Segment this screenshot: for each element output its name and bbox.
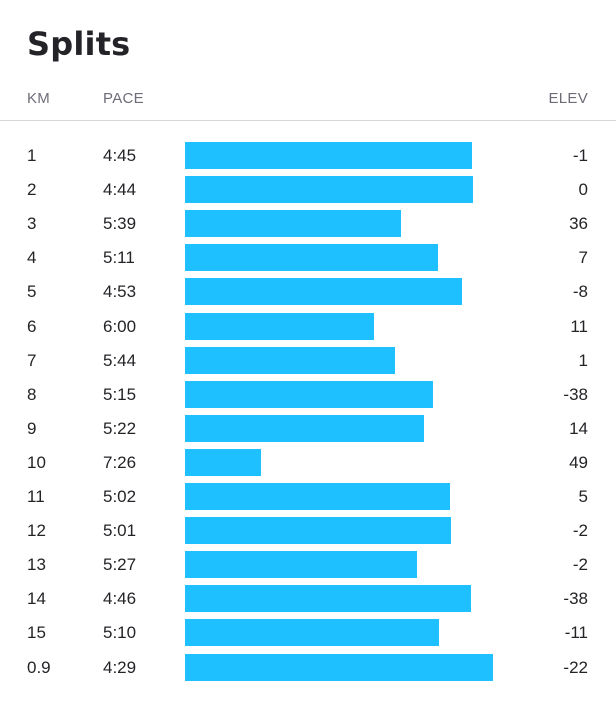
- split-elevation: 1: [578, 351, 588, 370]
- split-row[interactable]: 9 5:22 14: [0, 412, 616, 446]
- split-elevation: 11: [570, 317, 588, 336]
- split-pace: 5:10: [103, 623, 137, 642]
- split-elevation: 14: [569, 419, 588, 438]
- split-elevation: -22: [563, 658, 588, 677]
- split-pace: 7:26: [103, 453, 137, 472]
- split-row[interactable]: 8 5:15 -38: [0, 378, 616, 412]
- split-pace: 5:44: [103, 351, 137, 370]
- column-header-pace: PACE: [103, 90, 144, 107]
- page-title: Splits: [27, 25, 131, 63]
- split-pace: 4:45: [103, 146, 137, 165]
- split-km: 8: [27, 385, 37, 404]
- split-pace: 4:29: [103, 658, 137, 677]
- split-elevation: 0: [578, 180, 588, 199]
- column-header-elev: ELEV: [548, 90, 588, 107]
- split-pace-bar: [185, 585, 471, 612]
- split-km: 3: [27, 214, 37, 233]
- split-pace-bar: [185, 313, 374, 340]
- split-km: 9: [27, 419, 37, 438]
- split-row[interactable]: 5 4:53 -8: [0, 275, 616, 309]
- split-km: 14: [27, 589, 46, 608]
- split-row[interactable]: 1 4:45 -1: [0, 139, 616, 173]
- split-km: 11: [27, 487, 45, 506]
- split-row[interactable]: 3 5:39 36: [0, 207, 616, 241]
- split-pace-bar: [185, 517, 451, 544]
- split-pace: 5:22: [103, 419, 137, 438]
- split-km: 12: [27, 521, 46, 540]
- split-pace: 5:15: [103, 385, 137, 404]
- split-row[interactable]: 7 5:44 1: [0, 344, 616, 378]
- split-pace: 4:46: [103, 589, 137, 608]
- split-elevation: 7: [578, 248, 588, 267]
- split-pace: 6:00: [103, 317, 137, 336]
- split-row[interactable]: 4 5:11 7: [0, 241, 616, 275]
- split-elevation: -38: [563, 589, 588, 608]
- split-pace: 4:44: [103, 180, 137, 199]
- split-pace-bar: [185, 278, 462, 305]
- split-pace: 5:02: [103, 487, 137, 506]
- split-pace: 5:11: [103, 248, 135, 267]
- split-pace: 5:39: [103, 214, 137, 233]
- split-pace-bar: [185, 176, 473, 203]
- split-pace-bar: [185, 449, 261, 476]
- split-pace-bar: [185, 142, 472, 169]
- split-row[interactable]: 6 6:00 11: [0, 310, 616, 344]
- split-pace-bar: [185, 347, 395, 374]
- split-pace-bar: [185, 244, 438, 271]
- split-km: 4: [27, 248, 37, 267]
- split-row[interactable]: 13 5:27 -2: [0, 548, 616, 582]
- split-row[interactable]: 2 4:44 0: [0, 173, 616, 207]
- split-km: 1: [27, 146, 37, 165]
- split-pace-bar: [185, 210, 401, 237]
- split-km: 13: [27, 555, 46, 574]
- split-pace-bar: [185, 483, 450, 510]
- split-km: 7: [27, 351, 37, 370]
- split-km: 5: [27, 282, 37, 301]
- split-elevation: -8: [572, 282, 588, 301]
- split-row[interactable]: 10 7:26 49: [0, 446, 616, 480]
- split-row[interactable]: 0.9 4:29 -22: [0, 651, 616, 685]
- split-pace-bar: [185, 551, 417, 578]
- splits-table-header: KM PACE ELEV: [0, 90, 616, 122]
- split-elevation: 5: [578, 487, 588, 506]
- split-km: 2: [27, 180, 37, 199]
- split-elevation: -2: [572, 555, 588, 574]
- split-row[interactable]: 15 5:10 -11: [0, 616, 616, 650]
- split-elevation: -1: [572, 146, 588, 165]
- split-row[interactable]: 11 5:02 5: [0, 480, 616, 514]
- split-elevation: -38: [563, 385, 588, 404]
- column-header-km: KM: [27, 90, 51, 107]
- split-km: 6: [27, 317, 37, 336]
- header-divider: [0, 120, 616, 121]
- split-km: 15: [27, 623, 46, 642]
- split-pace: 5:01: [103, 521, 137, 540]
- split-pace: 5:27: [103, 555, 137, 574]
- split-pace-bar: [185, 415, 424, 442]
- split-km: 10: [27, 453, 46, 472]
- split-pace: 4:53: [103, 282, 137, 301]
- split-pace-bar: [185, 619, 439, 646]
- split-elevation: 36: [569, 214, 588, 233]
- split-row[interactable]: 14 4:46 -38: [0, 582, 616, 616]
- split-pace-bar: [185, 381, 433, 408]
- split-pace-bar: [185, 654, 493, 681]
- split-elevation: -2: [572, 521, 588, 540]
- split-elevation: 49: [569, 453, 588, 472]
- split-km: 0.9: [27, 658, 51, 677]
- split-elevation: -11: [564, 623, 588, 642]
- split-row[interactable]: 12 5:01 -2: [0, 514, 616, 548]
